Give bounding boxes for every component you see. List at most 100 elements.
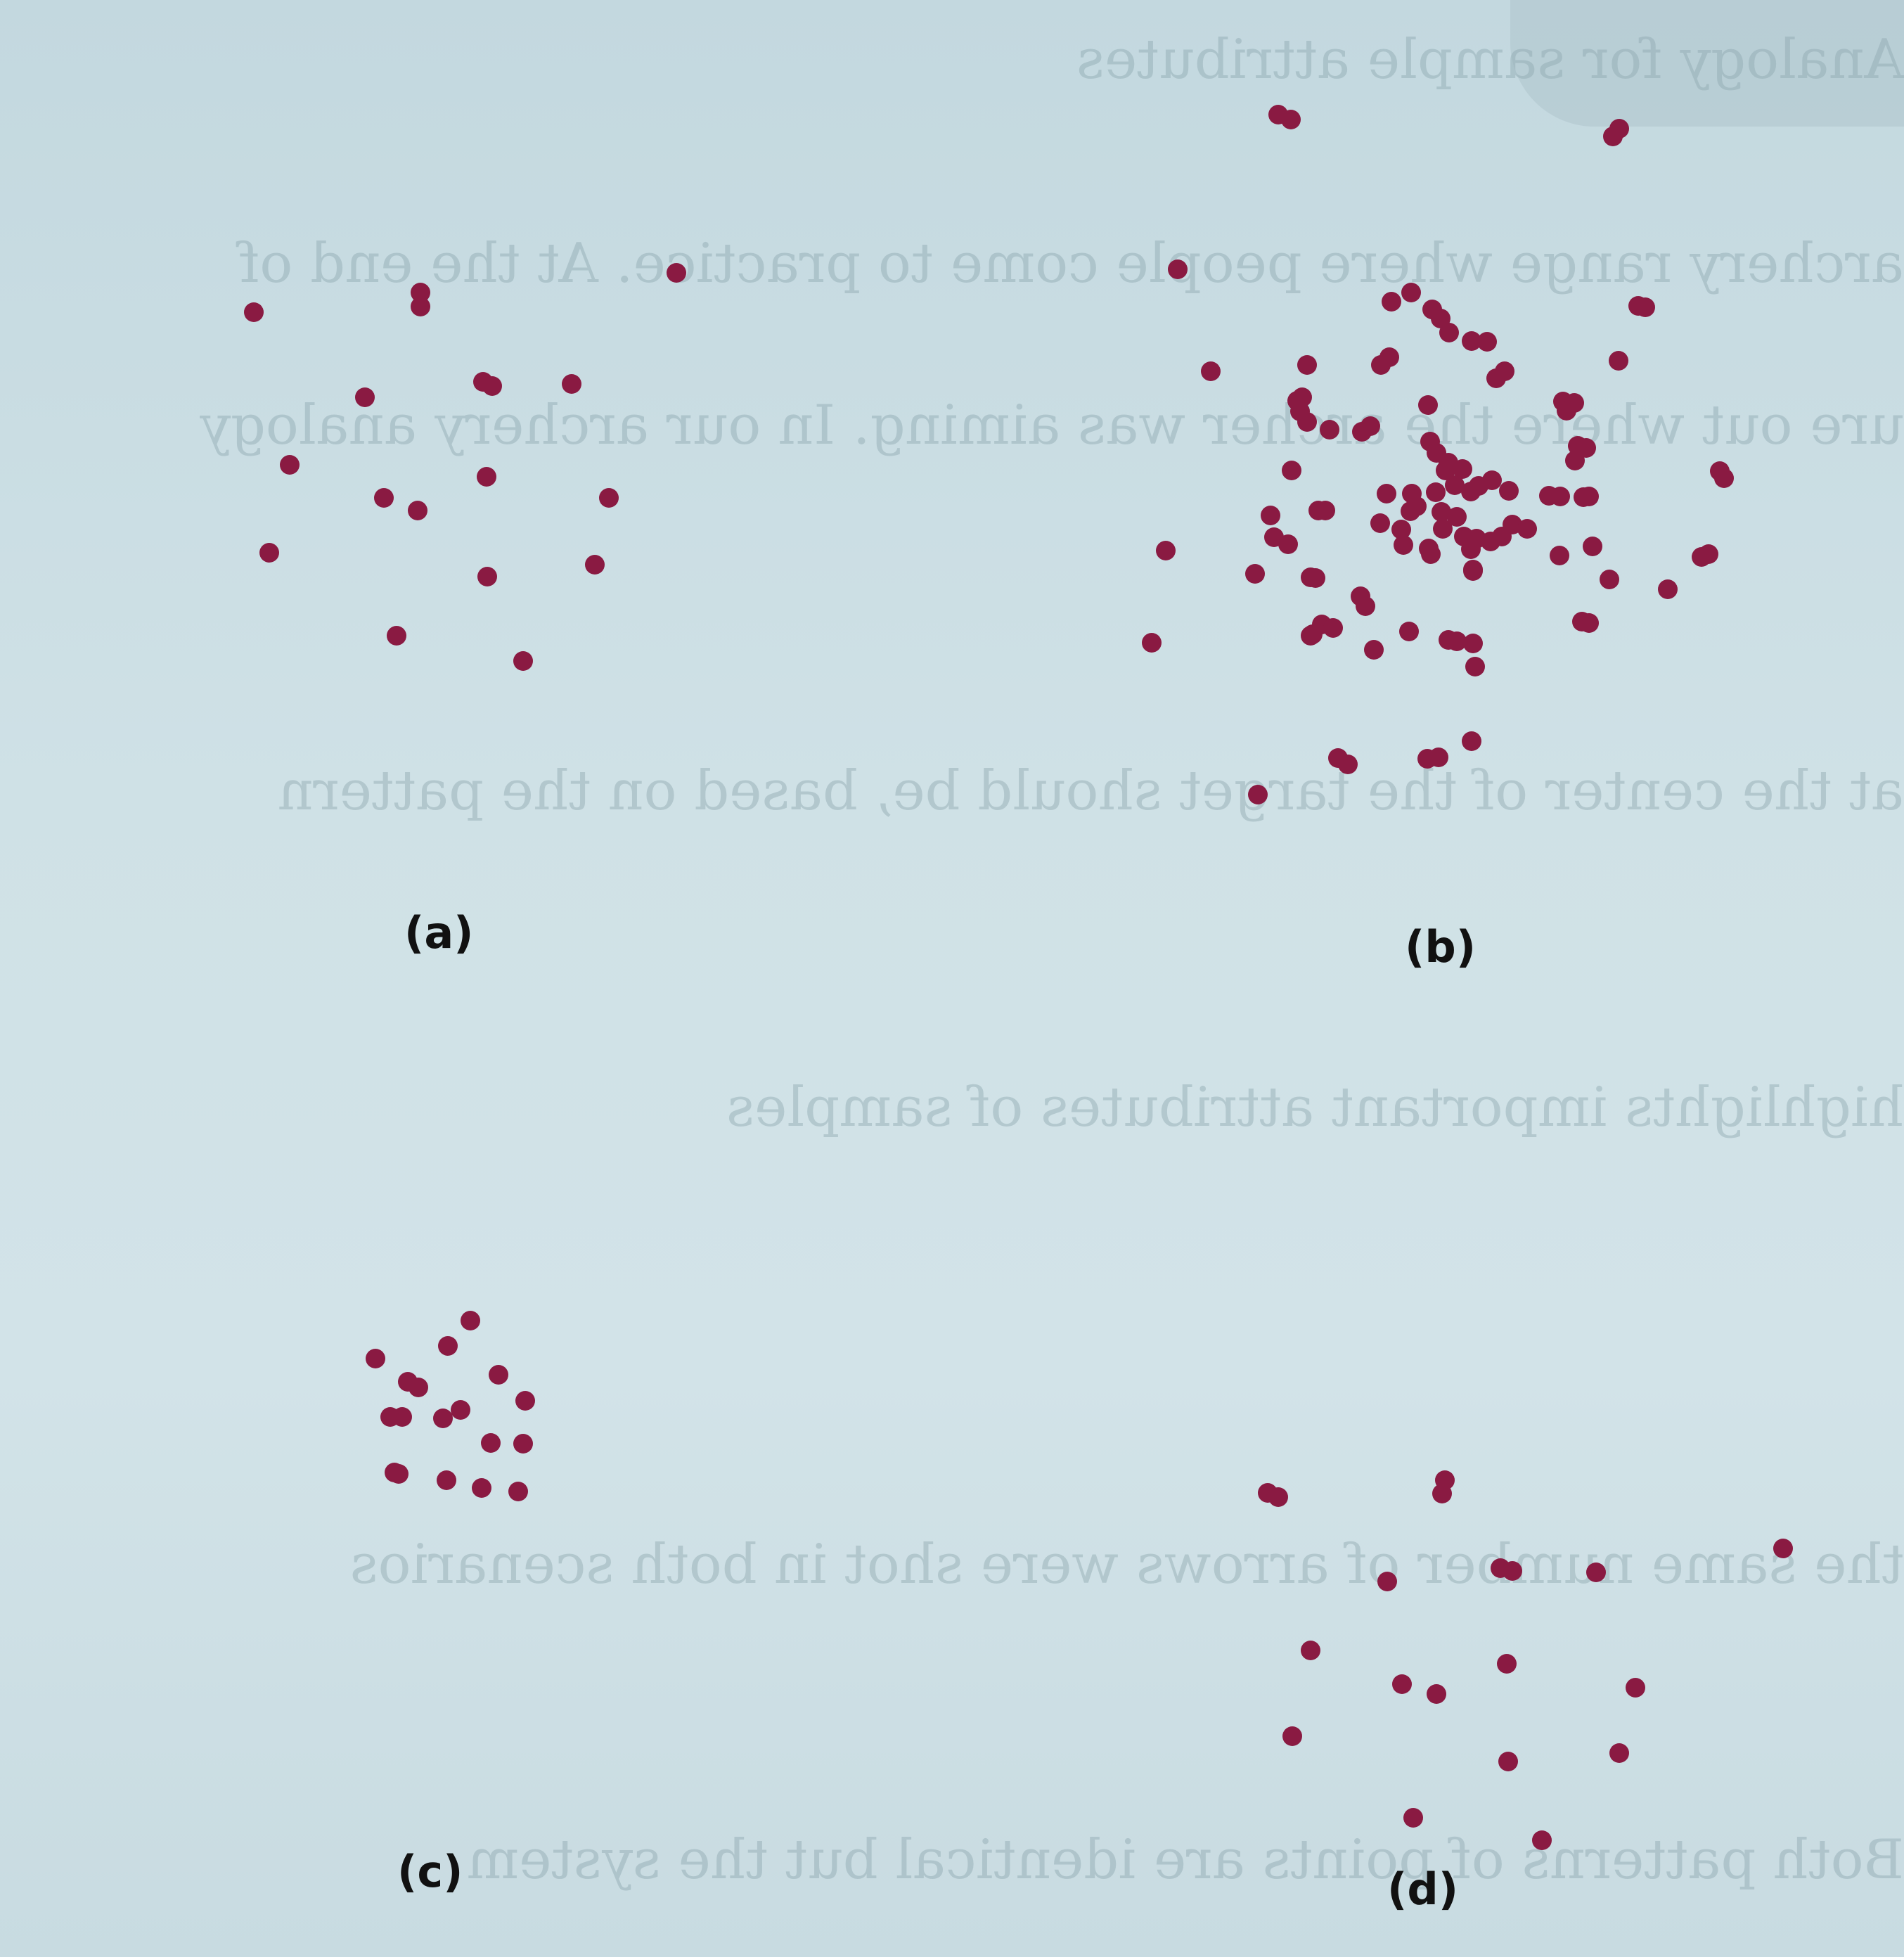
dot [1432,1484,1452,1503]
dot [1168,259,1188,279]
dot [244,302,264,322]
dot [1403,1808,1423,1828]
dot [1583,537,1602,556]
dot [1550,487,1570,506]
dot [1579,613,1599,633]
dot [1447,631,1467,651]
dot [1377,484,1396,503]
dot [1439,323,1459,342]
dot [1316,501,1335,520]
dot [437,1470,456,1490]
panel-d-dots [1258,1470,1793,1850]
dot [1432,502,1451,522]
dot [477,567,497,586]
dot [1379,347,1399,367]
dot [1429,747,1448,767]
dot [1436,461,1455,480]
dot [1609,119,1629,139]
dot [1565,451,1585,470]
dot [1370,513,1390,533]
dot [387,626,406,646]
dot [1576,438,1596,458]
panel-a-label: (a) [404,907,474,958]
dot [481,1433,501,1453]
dot [1418,395,1438,415]
dot [1352,422,1372,442]
dot [408,501,427,520]
dot [513,651,533,671]
dot [1391,520,1411,539]
dot [482,376,502,396]
dot [1609,351,1628,371]
dot [1503,515,1522,534]
dot [1320,420,1339,439]
dot [451,1400,470,1420]
dot [472,1478,491,1498]
dot [1658,579,1678,599]
dot [1248,785,1268,804]
dot [1399,622,1419,641]
dot [1338,755,1358,774]
dot [1282,1726,1302,1746]
dot [366,1349,385,1368]
dot [280,455,300,475]
dot [1447,507,1467,527]
dot [1557,401,1576,421]
dot [1462,731,1481,751]
dot [433,1409,453,1428]
dot [438,1336,458,1356]
dot [1156,541,1176,560]
dot [1579,487,1599,506]
dot [477,467,496,487]
dot [1550,546,1569,565]
dot [1498,1752,1518,1771]
dot [1301,1641,1320,1660]
dot [1392,1674,1412,1694]
dot [1142,633,1162,653]
dot [1426,482,1446,502]
dot [1281,110,1301,129]
dot [1462,331,1481,351]
dot [1477,332,1497,352]
dot [489,1365,508,1385]
dot [1268,1487,1288,1507]
dot [1600,570,1619,589]
dot [1461,539,1481,559]
dot [1453,459,1472,479]
dot [1609,1743,1629,1763]
dot [1297,355,1317,375]
dot [1517,519,1537,539]
panel-b-dots [1142,105,1734,804]
panel-d-label: (d) [1387,1863,1459,1915]
dot [1287,391,1307,411]
dot [1532,1830,1552,1850]
panel-c-dots [366,1311,535,1501]
panel-b-label: (b) [1405,921,1477,973]
dot [508,1482,528,1501]
dot [1356,596,1375,616]
dot [1773,1539,1793,1558]
dot [599,488,619,508]
dot [374,488,394,508]
dot [1497,1654,1517,1674]
dot [1282,461,1301,480]
dot [1394,535,1413,555]
dot [1421,544,1441,564]
dot [1245,564,1265,584]
dot [1401,283,1421,302]
dot [1714,468,1734,488]
dot [1433,519,1453,539]
dot [411,297,430,316]
dot [1301,626,1320,646]
dot [1465,657,1485,676]
panel-a-dots [244,263,686,671]
dot [1445,475,1465,495]
show-through-blob [1510,0,1904,127]
panel-c-label: (c) [397,1846,463,1897]
dot [1323,618,1343,638]
dot [409,1378,428,1397]
dot [389,1464,409,1484]
dot [1463,561,1483,581]
